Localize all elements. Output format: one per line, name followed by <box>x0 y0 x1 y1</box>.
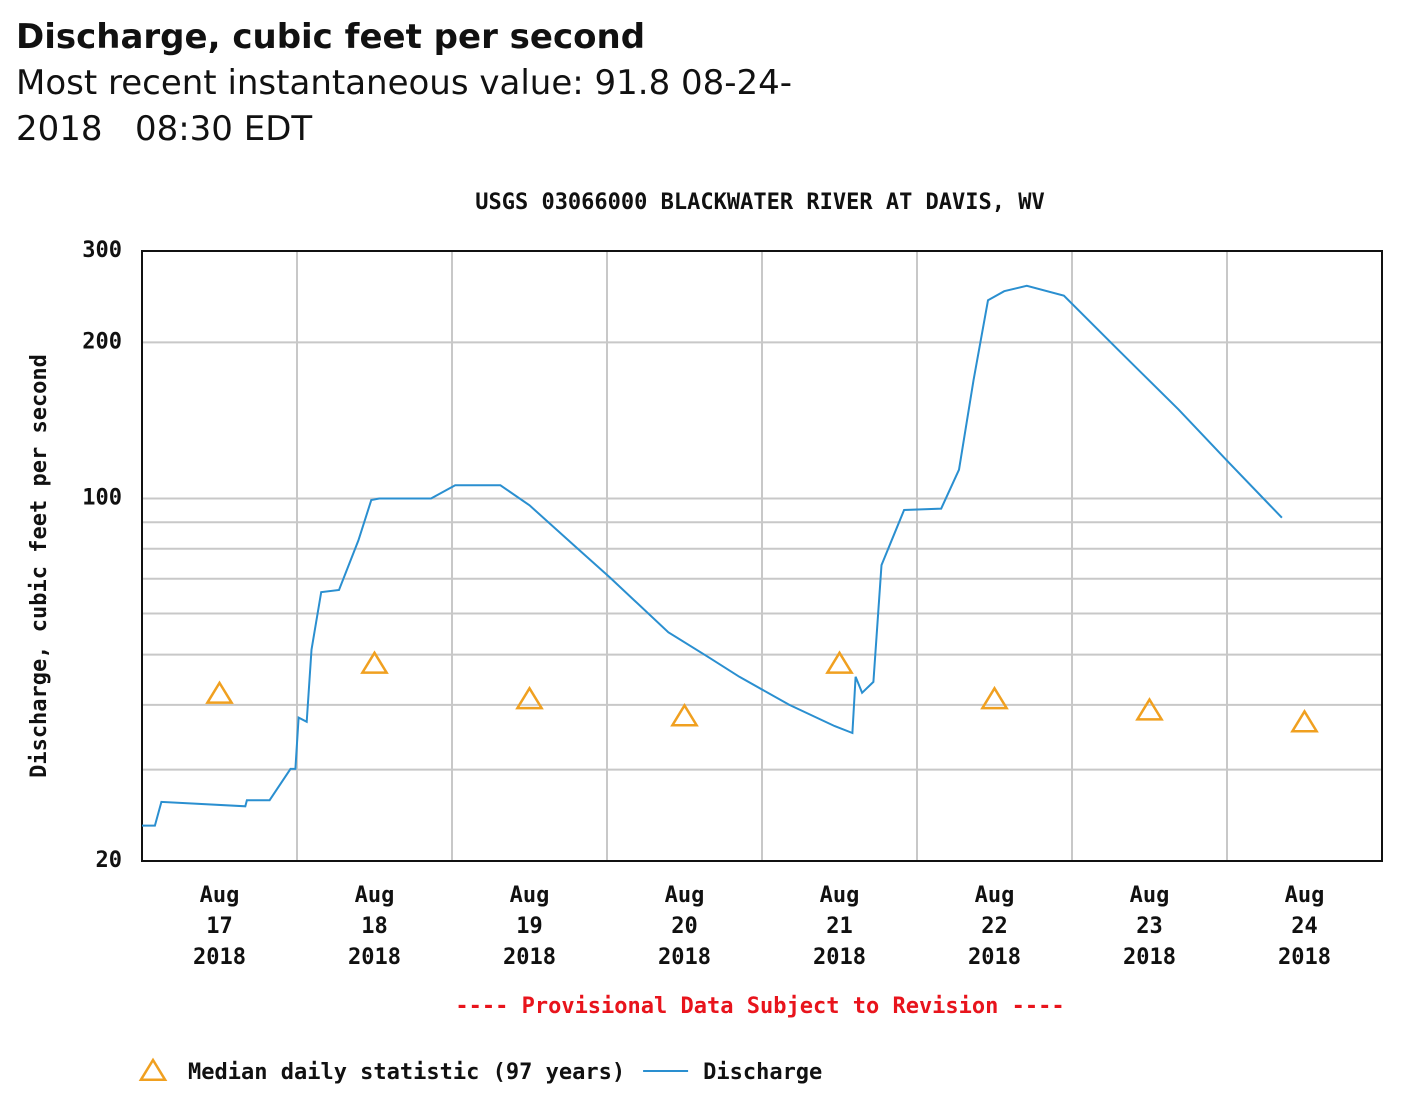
legend-label: Median daily statistic (97 years) <box>188 1060 625 1085</box>
x-tick-label: Aug <box>355 883 395 908</box>
y-tick-label: 20 <box>96 848 123 873</box>
legend-label: Discharge <box>703 1060 822 1085</box>
legend-marker <box>138 1057 168 1082</box>
plot-frame <box>141 250 1383 862</box>
x-tick-label: 2018 <box>1123 945 1176 970</box>
x-tick-label: Aug <box>510 883 550 908</box>
header: Discharge, cubic feet per second Most re… <box>16 14 816 152</box>
y-tick-label: 100 <box>82 485 122 510</box>
median-marker <box>980 685 1009 710</box>
median-marker <box>825 650 854 674</box>
x-tick-label: 2018 <box>348 945 401 970</box>
header-title: Discharge, cubic feet per second <box>16 17 646 57</box>
x-tick-label: 20 <box>671 914 698 939</box>
x-tick-label: Aug <box>665 883 705 908</box>
x-tick-label: 2018 <box>1278 945 1331 970</box>
median-marker <box>1135 697 1164 721</box>
x-tick-label: Aug <box>200 883 240 908</box>
x-tick-label: 21 <box>826 914 853 939</box>
x-tick-label: 2018 <box>813 945 866 970</box>
y-tick-label: 300 <box>82 238 122 263</box>
x-tick-label: 2018 <box>968 945 1021 970</box>
note: ---- Provisional Data Subject to Revisio… <box>455 994 1064 1019</box>
x-tick-label: Aug <box>1130 883 1170 908</box>
x-tick-label: 18 <box>361 914 388 939</box>
x-tick-label: Aug <box>1285 883 1325 908</box>
x-tick-label: 22 <box>981 914 1008 939</box>
median-marker <box>205 680 234 704</box>
median-marker <box>1290 709 1319 733</box>
x-tick-label: 2018 <box>193 945 246 970</box>
x-tick-label: 2018 <box>658 945 711 970</box>
x-tick-label: 23 <box>1136 914 1163 939</box>
y-tick-label: 200 <box>82 329 122 354</box>
median-marker <box>670 703 699 727</box>
discharge-line <box>142 284 1283 827</box>
x-tick-label: Aug <box>820 883 860 908</box>
x-tick-label: Aug <box>975 883 1015 908</box>
x-tick-label: 19 <box>516 914 543 939</box>
header-subtitle: Most recent instantaneous value: 91.8 08… <box>16 63 793 149</box>
x-tick-label: 17 <box>206 914 233 939</box>
x-tick-label: 24 <box>1291 914 1318 939</box>
chart-title: USGS 03066000 BLACKWATER RIVER AT DAVIS,… <box>475 190 1045 215</box>
y-axis-label: Discharge, cubic feet per second <box>27 354 52 778</box>
median-marker <box>515 685 544 710</box>
median-marker <box>360 650 389 674</box>
x-tick-label: 2018 <box>503 945 556 970</box>
